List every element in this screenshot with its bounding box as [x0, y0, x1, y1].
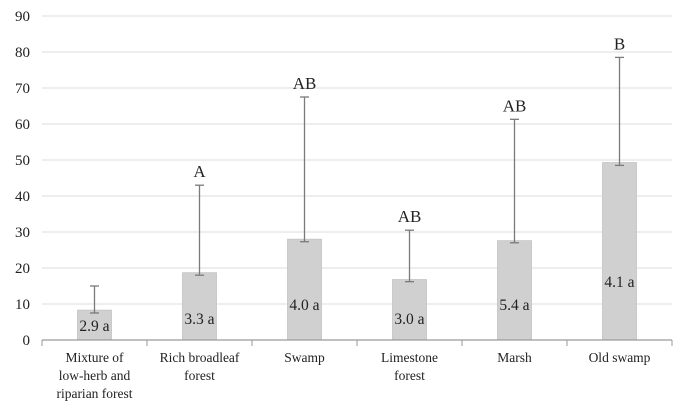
bar-data-label-2: 4.0 a [289, 297, 319, 314]
y-tick-label-0: 0 [23, 333, 31, 349]
x-category-label-0-line-0: Mixture of [65, 350, 124, 365]
y-tick-label-70: 70 [15, 81, 30, 97]
bar-data-label-0: 2.9 a [79, 318, 109, 335]
bar-1 [182, 272, 217, 341]
bar-data-label-4: 5.4 a [499, 297, 529, 314]
group-letter-4: AB [503, 96, 527, 115]
x-category-label-2-line-0: Swamp [284, 350, 325, 365]
bar-data-label-1: 3.3 a [184, 311, 214, 328]
group-letter-3: AB [398, 207, 422, 226]
y-tick-label-30: 30 [15, 225, 30, 241]
x-category-label-3-line-0: Limestone [381, 350, 438, 365]
x-category-label-1-line-1: forest [184, 368, 215, 383]
bar-data-label-5: 4.1 a [604, 274, 634, 291]
group-letter-5: B [614, 34, 625, 53]
axes [41, 339, 673, 346]
y-tick-label-50: 50 [15, 153, 30, 169]
labels: 0 10 20 30 40 50 60 70 80 90 2.9 a Mixture of low-he… [15, 9, 651, 401]
y-tick-label-10: 10 [15, 297, 30, 313]
bar-5 [602, 162, 637, 341]
group-letter-2: AB [293, 74, 317, 93]
bar-data-label-3: 3.0 a [394, 311, 424, 328]
x-category-label-0-line-2: riparian forest [56, 386, 132, 401]
gridlines [42, 15, 672, 305]
x-category-label-3-line-1: forest [394, 368, 425, 383]
x-category-label-0-line-1: low-herb and [59, 368, 131, 383]
error-bars [90, 56, 624, 314]
y-tick-label-20: 20 [15, 261, 30, 277]
x-category-label-4-line-0: Marsh [497, 350, 532, 365]
x-category-label-5-line-0: Old swamp [589, 350, 651, 365]
bars [77, 162, 637, 341]
y-tick-label-40: 40 [15, 189, 30, 205]
bar-3 [392, 279, 427, 341]
y-tick-label-90: 90 [15, 9, 30, 25]
bar-2 [287, 238, 322, 341]
x-category-label-1-line-0: Rich broadleaf [160, 350, 240, 365]
y-tick-label-60: 60 [15, 117, 30, 133]
bar-4 [497, 240, 532, 341]
group-letter-1: A [193, 162, 206, 181]
y-tick-label-80: 80 [15, 45, 30, 61]
